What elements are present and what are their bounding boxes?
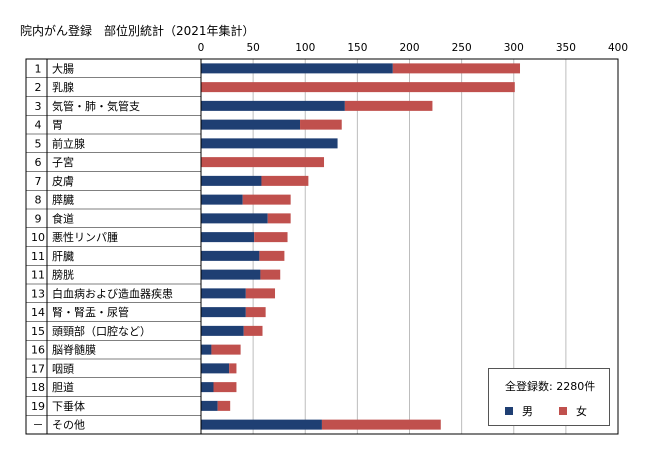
rank-label: 14	[31, 306, 45, 319]
x-tick-label: 250	[452, 42, 472, 54]
category-label: 子宮	[52, 155, 74, 169]
rank-label: 4	[35, 119, 42, 132]
bar-male	[201, 363, 230, 374]
x-tick-label: 0	[198, 42, 205, 54]
category-label: 頭頸部（口腔など）	[52, 324, 151, 338]
category-label: 大腸	[52, 61, 74, 75]
rank-label: 11	[31, 250, 45, 263]
rank-label: 17	[31, 362, 45, 375]
bar-male	[201, 288, 246, 299]
bar-female	[260, 269, 281, 280]
x-tick-label: 200	[399, 42, 419, 54]
bar-male	[201, 269, 261, 280]
bar-female	[245, 307, 266, 318]
bar-female	[261, 175, 309, 186]
x-tick-label: 350	[556, 42, 576, 54]
category-label: 気管・肺・気管支	[52, 99, 140, 113]
category-label: 食道	[52, 211, 74, 225]
rank-label: 8	[35, 194, 42, 207]
bar-male	[201, 119, 301, 130]
bar-male	[201, 307, 246, 318]
rank-label: 5	[35, 137, 42, 150]
category-label: 膵臓	[52, 194, 74, 207]
bar-female	[242, 194, 291, 205]
legend-total-label: 全登録数: 2280件	[505, 380, 596, 393]
bar-male	[201, 400, 218, 411]
rank-label: 15	[31, 325, 45, 338]
bar-female	[201, 157, 325, 168]
rank-label: 19	[31, 400, 45, 413]
bar-male	[201, 325, 244, 336]
bar-female	[201, 82, 515, 93]
rank-label: 3	[35, 100, 42, 113]
category-label: 悪性リンパ腫	[52, 230, 118, 244]
bar-female	[300, 119, 342, 130]
rank-label: 1	[35, 62, 42, 75]
bar-female	[259, 250, 285, 261]
category-label: 乳腺	[52, 80, 74, 94]
rank-label: 18	[31, 381, 45, 394]
legend-label-female: 女	[576, 405, 587, 418]
x-tick-label: 400	[608, 42, 628, 54]
rank-label: 6	[35, 156, 42, 169]
bar-male	[201, 100, 345, 111]
bar-female	[392, 63, 521, 74]
category-label: 胆道	[52, 380, 74, 394]
bar-male	[201, 175, 262, 186]
rank-label: 9	[35, 212, 42, 225]
bar-female	[211, 344, 241, 355]
rank-label: －	[33, 419, 44, 432]
bar-female	[254, 232, 288, 243]
bar-male	[201, 382, 214, 393]
category-label: 咽頭	[52, 362, 74, 375]
bar-female	[245, 288, 276, 299]
bar-female	[213, 382, 237, 393]
legend-item-female: 女	[559, 403, 587, 419]
category-label: 皮膚	[52, 174, 74, 188]
rank-label: 7	[35, 175, 42, 188]
bar-male	[201, 250, 260, 261]
legend: 全登録数: 2280件 男 女	[488, 368, 610, 426]
x-tick-label: 50	[246, 42, 259, 54]
bar-male	[201, 213, 268, 224]
x-tick-label: 100	[295, 42, 315, 54]
bar-male	[201, 419, 322, 430]
bar-female	[344, 100, 433, 111]
legend-swatch-female	[559, 407, 567, 415]
bar-male	[201, 138, 338, 149]
legend-item-male: 男	[505, 403, 533, 419]
bar-male	[201, 63, 393, 74]
category-label: 胃	[52, 119, 63, 132]
category-label: 下垂体	[52, 399, 85, 413]
rank-label: 2	[35, 81, 42, 94]
bar-male	[201, 194, 243, 205]
category-label: 脳脊髄膜	[52, 343, 96, 357]
category-label: 肝臓	[52, 250, 74, 263]
bar-male	[201, 344, 212, 355]
bar-female	[321, 419, 441, 430]
chart-title: 院内がん登録 部位別統計（2021年集計）	[20, 24, 255, 38]
bar-female	[217, 400, 231, 411]
bar-female	[267, 213, 291, 224]
rank-label: 11	[31, 269, 45, 282]
category-label: 前立腺	[52, 136, 85, 150]
bar-female	[229, 363, 237, 374]
bar-male	[201, 232, 255, 243]
legend-swatch-male	[505, 407, 513, 415]
legend-label-male: 男	[522, 405, 533, 418]
category-label: 白血病および造血器疾患	[52, 286, 173, 300]
x-tick-label: 300	[504, 42, 524, 54]
category-label: 腎・腎盂・尿管	[52, 305, 129, 319]
chart-frame	[25, 58, 619, 435]
rank-label: 10	[31, 231, 45, 244]
x-tick-label: 150	[347, 42, 367, 54]
rank-label: 13	[31, 287, 45, 300]
bar-female	[243, 325, 263, 336]
category-label: 膀胱	[52, 268, 74, 282]
category-label: その他	[52, 419, 85, 432]
rank-label: 16	[31, 344, 45, 357]
